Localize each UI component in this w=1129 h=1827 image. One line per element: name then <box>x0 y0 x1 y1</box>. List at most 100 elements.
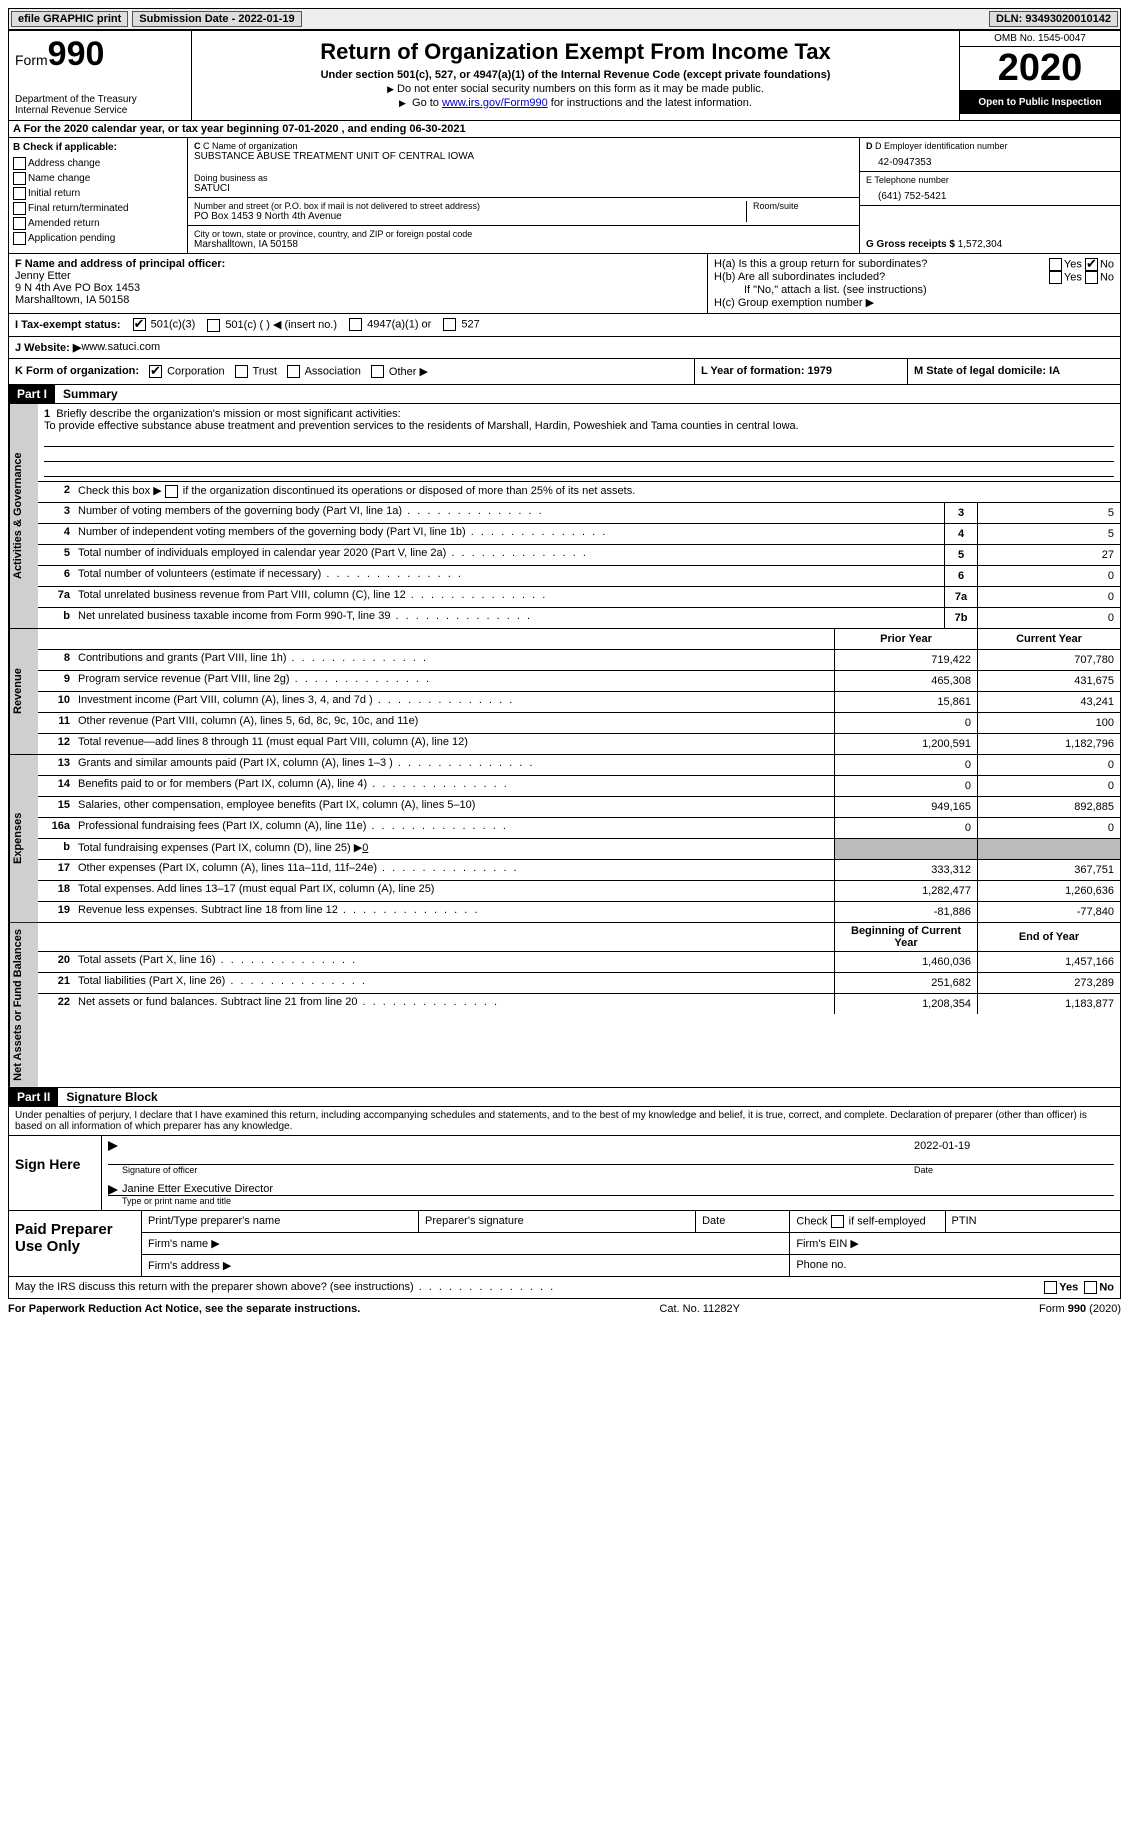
line8-prior: 719,422 <box>834 650 977 670</box>
line22-begin: 1,208,354 <box>834 994 977 1014</box>
line15-prior: 949,165 <box>834 797 977 817</box>
line18-current: 1,260,636 <box>977 881 1120 901</box>
side-revenue: Revenue <box>9 629 38 754</box>
sign-date: 2022-01-19 <box>914 1140 1114 1164</box>
ein-label: D D Employer identification number <box>866 141 1114 151</box>
part2-title: Signature Block <box>58 1088 165 1106</box>
line7a-text: Total unrelated business revenue from Pa… <box>74 587 944 607</box>
section-net-assets: Net Assets or Fund Balances Beginning of… <box>8 923 1121 1088</box>
footer-right: Form 990 (2020) <box>1039 1303 1121 1315</box>
line20-begin: 1,460,036 <box>834 952 977 972</box>
sig-officer-label: Signature of officer <box>108 1165 914 1175</box>
addr: PO Box 1453 9 North 4th Avenue <box>194 211 746 222</box>
room-label: Room/suite <box>753 201 853 211</box>
line17-prior: 333,312 <box>834 860 977 880</box>
cb-assoc[interactable] <box>287 365 300 378</box>
public-inspection: Open to Public Inspection <box>960 91 1120 114</box>
tax-status-row: I Tax-exempt status: 501(c)(3) 501(c) ( … <box>8 314 1121 337</box>
cb-initial-return[interactable]: Initial return <box>13 187 183 200</box>
line15-text: Salaries, other compensation, employee b… <box>74 797 834 817</box>
cb-final-return[interactable]: Final return/terminated <box>13 202 183 215</box>
ha-label: H(a) Is this a group return for subordin… <box>714 258 927 271</box>
line16b-shade2 <box>977 839 1120 859</box>
part1-bar: Part I Summary <box>8 385 1121 404</box>
irs-discuss-row: May the IRS discuss this return with the… <box>8 1277 1121 1299</box>
line15-current: 892,885 <box>977 797 1120 817</box>
dln-button[interactable]: DLN: 93493020010142 <box>989 11 1118 27</box>
efile-button[interactable]: efile GRAPHIC print <box>11 11 128 27</box>
cb-other[interactable] <box>371 365 384 378</box>
prep-h2: Preparer's signature <box>419 1211 696 1232</box>
form-header: Form990 Department of the Treasury Inter… <box>8 30 1121 121</box>
officer-label: F Name and address of principal officer: <box>15 258 701 270</box>
line9-text: Program service revenue (Part VIII, line… <box>74 671 834 691</box>
line16a-text: Professional fundraising fees (Part IX, … <box>74 818 834 838</box>
part2-label: Part II <box>9 1088 58 1106</box>
omb-number: OMB No. 1545-0047 <box>960 31 1120 47</box>
submission-button[interactable]: Submission Date - 2022-01-19 <box>132 11 301 27</box>
cb-self-employed[interactable] <box>831 1215 844 1228</box>
signer-name-label: Type or print name and title <box>108 1196 1114 1206</box>
cb-discuss-no[interactable] <box>1084 1281 1097 1294</box>
cb-527[interactable] <box>443 318 456 331</box>
cb-name-change[interactable]: Name change <box>13 172 183 185</box>
section-revenue: Revenue Prior YearCurrent Year 8Contribu… <box>8 629 1121 755</box>
note-ssn: Do not enter social security numbers on … <box>200 83 951 95</box>
prep-h3: Date <box>696 1211 790 1232</box>
officer-row: F Name and address of principal officer:… <box>8 254 1121 314</box>
line17-current: 367,751 <box>977 860 1120 880</box>
line5-val: 27 <box>977 545 1120 565</box>
hb-no[interactable] <box>1085 271 1098 284</box>
ein: 42-0947353 <box>866 151 1114 168</box>
penalties-text: Under penalties of perjury, I declare th… <box>8 1107 1121 1136</box>
row-a: A For the 2020 calendar year, or tax yea… <box>8 121 1121 138</box>
line18-text: Total expenses. Add lines 13–17 (must eq… <box>74 881 834 901</box>
header-right: OMB No. 1545-0047 2020 Open to Public In… <box>959 31 1120 120</box>
line9-prior: 465,308 <box>834 671 977 691</box>
state-domicile: M State of legal domicile: IA <box>907 359 1120 385</box>
line8-text: Contributions and grants (Part VIII, lin… <box>74 650 834 670</box>
main-info: B Check if applicable: Address change Na… <box>8 138 1121 254</box>
org-name-label: C C Name of organization <box>194 141 853 151</box>
line12-prior: 1,200,591 <box>834 734 977 754</box>
line7a-val: 0 <box>977 587 1120 607</box>
line19-prior: -81,886 <box>834 902 977 922</box>
line10-prior: 15,861 <box>834 692 977 712</box>
addr-label: Number and street (or P.O. box if mail i… <box>194 201 746 211</box>
firm-address: Firm's address ▶ <box>142 1255 790 1276</box>
officer-info: F Name and address of principal officer:… <box>9 254 708 313</box>
cb-4947[interactable] <box>349 318 362 331</box>
line13-current: 0 <box>977 755 1120 775</box>
hc-label: H(c) Group exemption number ▶ <box>714 296 1114 309</box>
ha-no[interactable] <box>1085 258 1098 271</box>
mission-text: To provide effective substance abuse tre… <box>44 420 1114 432</box>
officer-addr2: Marshalltown, IA 50158 <box>15 294 701 306</box>
irs-link[interactable]: www.irs.gov/Form990 <box>442 97 548 109</box>
line3-val: 5 <box>977 503 1120 523</box>
cb-corp[interactable] <box>149 365 162 378</box>
line8-current: 707,780 <box>977 650 1120 670</box>
k-label: K Form of organization: <box>15 365 139 377</box>
line19-current: -77,840 <box>977 902 1120 922</box>
cb-application-pending[interactable]: Application pending <box>13 232 183 245</box>
cb-trust[interactable] <box>235 365 248 378</box>
line9-current: 431,675 <box>977 671 1120 691</box>
sign-block: Sign Here 2022-01-19 Signature of office… <box>8 1136 1121 1211</box>
line22-end: 1,183,877 <box>977 994 1120 1014</box>
cb-discontinued[interactable] <box>165 485 178 498</box>
hb-yes[interactable] <box>1049 271 1062 284</box>
part2-bar: Part II Signature Block <box>8 1088 1121 1107</box>
cb-501c[interactable] <box>207 319 220 332</box>
gross-receipts: 1,572,304 <box>958 239 1003 250</box>
cb-501c3[interactable] <box>133 318 146 331</box>
cb-address-change[interactable]: Address change <box>13 157 183 170</box>
line20-text: Total assets (Part X, line 16) <box>74 952 834 972</box>
line6-val: 0 <box>977 566 1120 586</box>
line12-text: Total revenue—add lines 8 through 11 (mu… <box>74 734 834 754</box>
status-label: I Tax-exempt status: <box>15 319 121 331</box>
cb-discuss-yes[interactable] <box>1044 1281 1057 1294</box>
side-expenses: Expenses <box>9 755 38 922</box>
cb-amended[interactable]: Amended return <box>13 217 183 230</box>
ha-yes[interactable] <box>1049 258 1062 271</box>
part1-title: Summary <box>55 385 126 403</box>
